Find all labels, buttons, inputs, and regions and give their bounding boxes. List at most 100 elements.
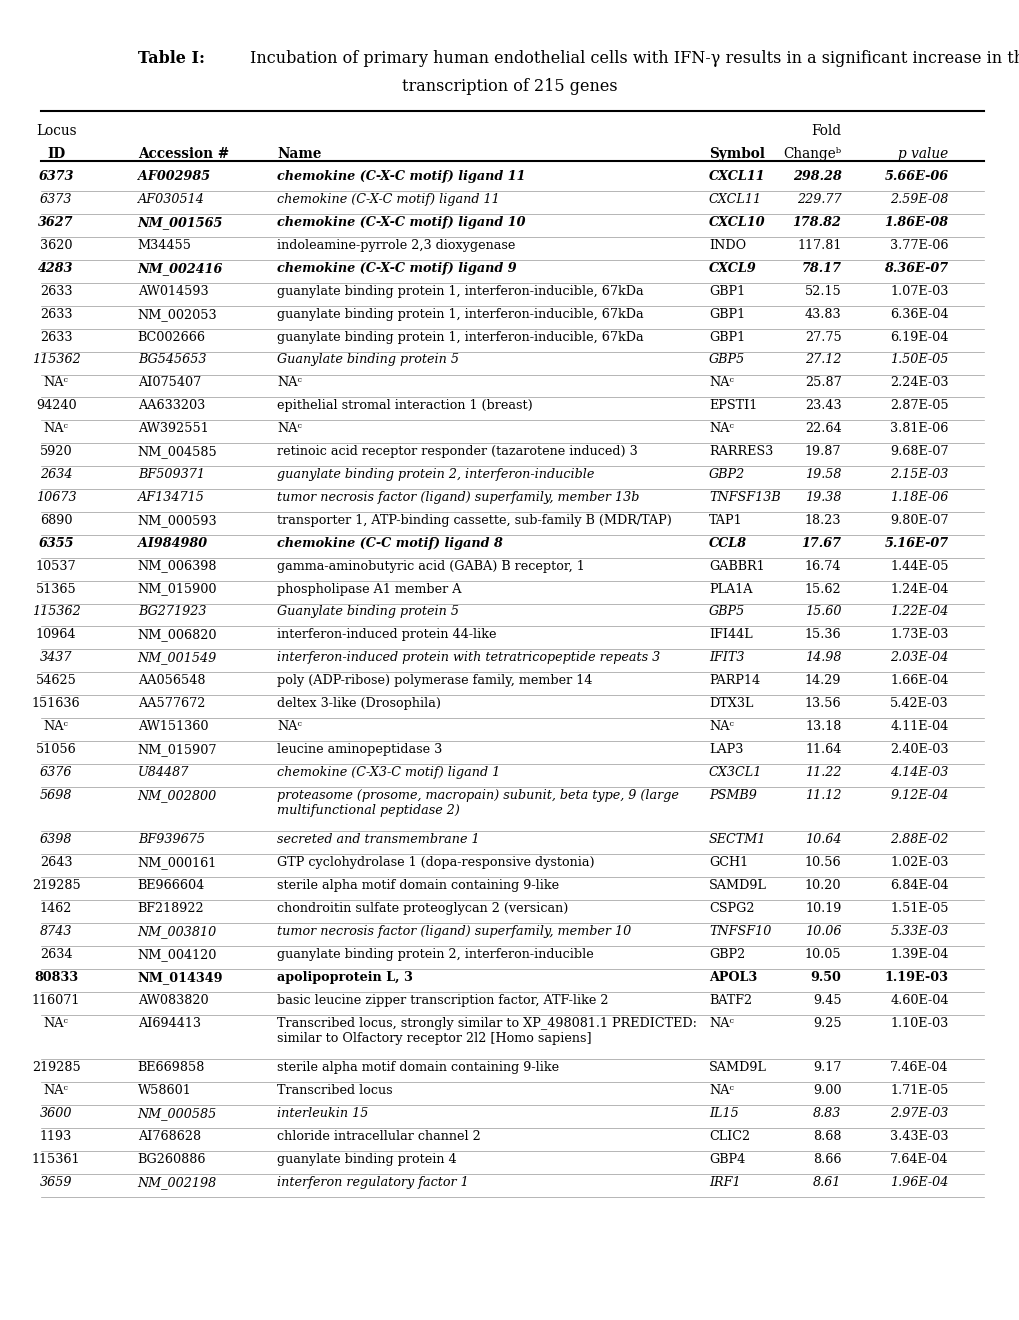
Text: 1462: 1462 bbox=[40, 902, 72, 915]
Text: 3627: 3627 bbox=[39, 216, 73, 230]
Text: IL15: IL15 bbox=[708, 1107, 738, 1119]
Text: 2633: 2633 bbox=[40, 285, 72, 298]
Text: 115362: 115362 bbox=[32, 606, 81, 618]
Text: 6373: 6373 bbox=[40, 193, 72, 206]
Text: 1.24E-04: 1.24E-04 bbox=[890, 582, 948, 595]
Text: 11.22: 11.22 bbox=[804, 766, 841, 779]
Text: AW083820: AW083820 bbox=[138, 994, 208, 1007]
Text: chemokine (C-X-C motif) ligand 10: chemokine (C-X-C motif) ligand 10 bbox=[277, 216, 526, 230]
Text: 1.19E-03: 1.19E-03 bbox=[883, 970, 948, 983]
Text: 1.44E-05: 1.44E-05 bbox=[890, 560, 948, 573]
Text: 1.50E-05: 1.50E-05 bbox=[890, 354, 948, 367]
Text: NM_004585: NM_004585 bbox=[138, 445, 217, 458]
Text: 116071: 116071 bbox=[32, 994, 81, 1007]
Text: 9.25: 9.25 bbox=[812, 1016, 841, 1030]
Text: BG545653: BG545653 bbox=[138, 354, 206, 367]
Text: 52.15: 52.15 bbox=[804, 285, 841, 298]
Text: 6.36E-04: 6.36E-04 bbox=[890, 308, 948, 321]
Text: 8.83: 8.83 bbox=[812, 1107, 841, 1119]
Text: GBP2: GBP2 bbox=[708, 948, 745, 961]
Text: 8743: 8743 bbox=[40, 925, 72, 939]
Text: TAP1: TAP1 bbox=[708, 513, 742, 527]
Text: 10964: 10964 bbox=[36, 628, 76, 642]
Text: 5698: 5698 bbox=[40, 788, 72, 801]
Text: NM_001549: NM_001549 bbox=[138, 651, 217, 664]
Text: 1.66E-04: 1.66E-04 bbox=[890, 675, 948, 688]
Text: IFI44L: IFI44L bbox=[708, 628, 752, 642]
Text: transporter 1, ATP-binding cassette, sub-family B (MDR/TAP): transporter 1, ATP-binding cassette, sub… bbox=[277, 513, 672, 527]
Text: 14.98: 14.98 bbox=[804, 651, 841, 664]
Text: 6.19E-04: 6.19E-04 bbox=[890, 330, 948, 343]
Text: NM_002800: NM_002800 bbox=[138, 788, 217, 801]
Text: guanylate binding protein 2, interferon-inducible: guanylate binding protein 2, interferon-… bbox=[277, 469, 594, 480]
Text: 1.96E-04: 1.96E-04 bbox=[890, 1176, 948, 1189]
Text: LAP3: LAP3 bbox=[708, 743, 743, 756]
Text: 10537: 10537 bbox=[36, 560, 76, 573]
Text: chondroitin sulfate proteoglycan 2 (versican): chondroitin sulfate proteoglycan 2 (vers… bbox=[277, 902, 569, 915]
Text: 2.59E-08: 2.59E-08 bbox=[890, 193, 948, 206]
Text: NM_000585: NM_000585 bbox=[138, 1107, 217, 1119]
Text: GABBR1: GABBR1 bbox=[708, 560, 764, 573]
Text: interferon regulatory factor 1: interferon regulatory factor 1 bbox=[277, 1176, 469, 1189]
Text: NAᶜ: NAᶜ bbox=[708, 1084, 733, 1097]
Text: BF509371: BF509371 bbox=[138, 469, 205, 480]
Text: GBP5: GBP5 bbox=[708, 606, 745, 618]
Text: 8.66: 8.66 bbox=[812, 1152, 841, 1166]
Text: 3.77E-06: 3.77E-06 bbox=[890, 239, 948, 252]
Text: leucine aminopeptidase 3: leucine aminopeptidase 3 bbox=[277, 743, 442, 756]
Text: Guanylate binding protein 5: Guanylate binding protein 5 bbox=[277, 606, 459, 618]
Text: 2633: 2633 bbox=[40, 330, 72, 343]
Text: PLA1A: PLA1A bbox=[708, 582, 752, 595]
Text: 3.81E-06: 3.81E-06 bbox=[890, 422, 948, 436]
Text: AA577672: AA577672 bbox=[138, 697, 205, 710]
Text: 14.29: 14.29 bbox=[804, 675, 841, 688]
Text: 1.07E-03: 1.07E-03 bbox=[890, 285, 948, 298]
Text: 54625: 54625 bbox=[36, 675, 76, 688]
Text: CCL8: CCL8 bbox=[708, 537, 746, 549]
Text: GCH1: GCH1 bbox=[708, 857, 747, 869]
Text: NM_001565: NM_001565 bbox=[138, 216, 223, 230]
Text: IFIT3: IFIT3 bbox=[708, 651, 744, 664]
Text: indoleamine-pyrrole 2,3 dioxygenase: indoleamine-pyrrole 2,3 dioxygenase bbox=[277, 239, 516, 252]
Text: TNFSF10: TNFSF10 bbox=[708, 925, 770, 939]
Text: 19.87: 19.87 bbox=[804, 445, 841, 458]
Text: 1.02E-03: 1.02E-03 bbox=[890, 857, 948, 869]
Text: 15.60: 15.60 bbox=[804, 606, 841, 618]
Text: AA056548: AA056548 bbox=[138, 675, 205, 688]
Text: interferon-induced protein with tetratricopeptide repeats 3: interferon-induced protein with tetratri… bbox=[277, 651, 660, 664]
Text: NM_015907: NM_015907 bbox=[138, 743, 217, 756]
Text: NM_015900: NM_015900 bbox=[138, 582, 217, 595]
Text: Transcribed locus: Transcribed locus bbox=[277, 1084, 392, 1097]
Text: BC002666: BC002666 bbox=[138, 330, 206, 343]
Text: SECTM1: SECTM1 bbox=[708, 833, 765, 846]
Text: 6355: 6355 bbox=[39, 537, 73, 549]
Text: 1.39E-04: 1.39E-04 bbox=[890, 948, 948, 961]
Text: BG260886: BG260886 bbox=[138, 1152, 206, 1166]
Text: 1193: 1193 bbox=[40, 1130, 72, 1143]
Text: CX3CL1: CX3CL1 bbox=[708, 766, 761, 779]
Text: AW014593: AW014593 bbox=[138, 285, 208, 298]
Text: DTX3L: DTX3L bbox=[708, 697, 753, 710]
Text: 8.68: 8.68 bbox=[812, 1130, 841, 1143]
Text: chloride intracellular channel 2: chloride intracellular channel 2 bbox=[277, 1130, 481, 1143]
Text: gamma-aminobutyric acid (GABA) B receptor, 1: gamma-aminobutyric acid (GABA) B recepto… bbox=[277, 560, 585, 573]
Text: NAᶜ: NAᶜ bbox=[277, 422, 302, 436]
Text: NM_006820: NM_006820 bbox=[138, 628, 217, 642]
Text: NAᶜ: NAᶜ bbox=[44, 422, 68, 436]
Text: NAᶜ: NAᶜ bbox=[277, 376, 302, 389]
Text: Locus: Locus bbox=[36, 124, 76, 139]
Text: 2634: 2634 bbox=[40, 469, 72, 480]
Text: 10.56: 10.56 bbox=[804, 857, 841, 869]
Text: AF002985: AF002985 bbox=[138, 170, 210, 183]
Text: APOL3: APOL3 bbox=[708, 970, 756, 983]
Text: 1.71E-05: 1.71E-05 bbox=[890, 1084, 948, 1097]
Text: 8.61: 8.61 bbox=[812, 1176, 841, 1189]
Text: 115362: 115362 bbox=[32, 354, 81, 367]
Text: 6373: 6373 bbox=[39, 170, 73, 183]
Text: Guanylate binding protein 5: Guanylate binding protein 5 bbox=[277, 354, 459, 367]
Text: 23.43: 23.43 bbox=[804, 399, 841, 412]
Text: 5.42E-03: 5.42E-03 bbox=[890, 697, 948, 710]
Text: NAᶜ: NAᶜ bbox=[44, 1084, 68, 1097]
Text: interleukin 15: interleukin 15 bbox=[277, 1107, 369, 1119]
Text: 9.68E-07: 9.68E-07 bbox=[890, 445, 948, 458]
